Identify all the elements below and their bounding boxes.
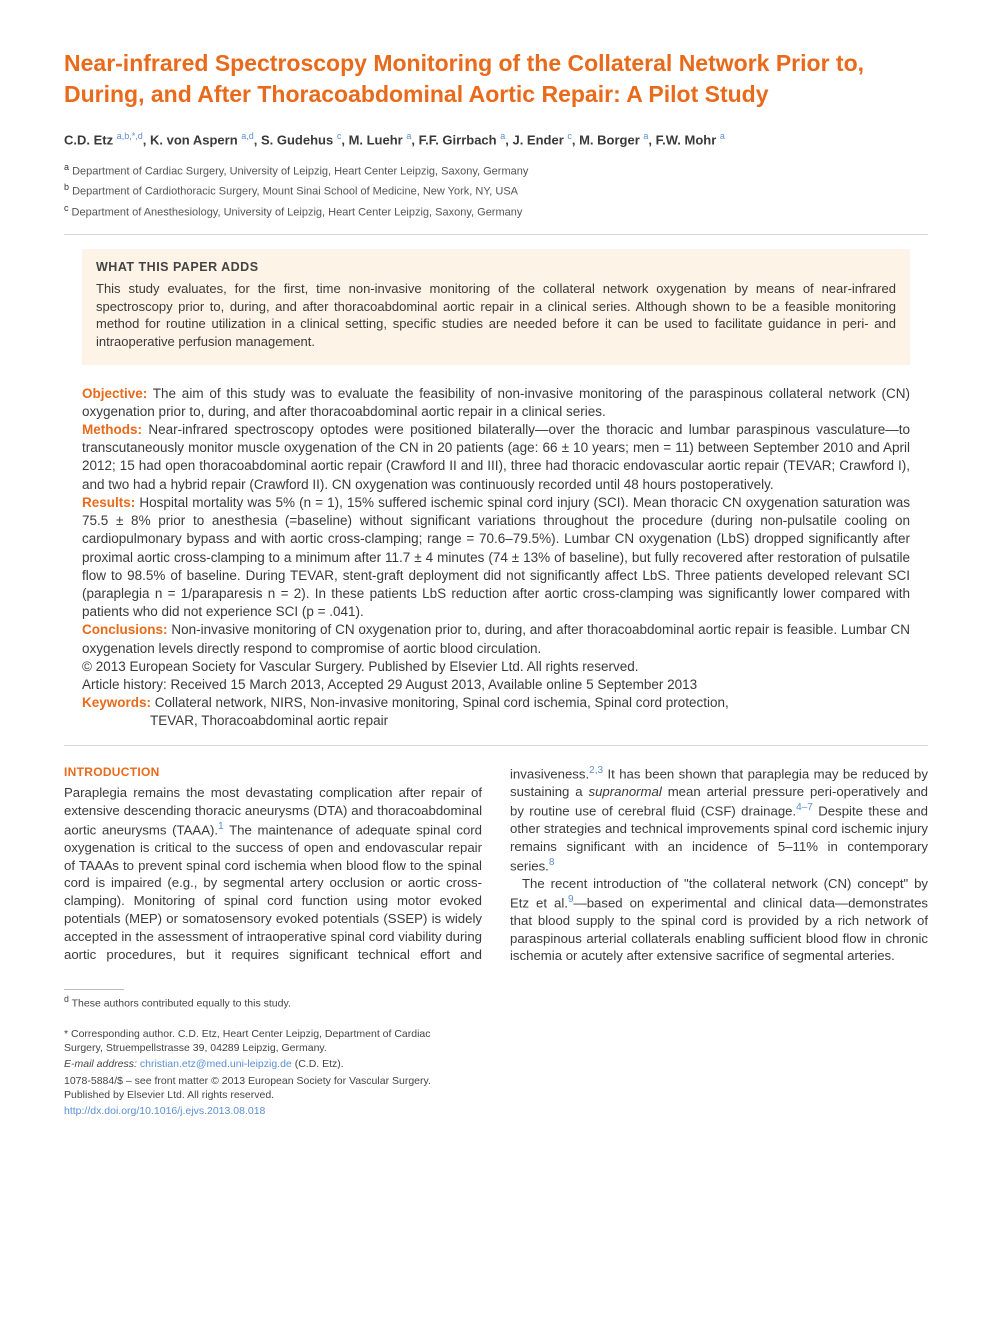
footnote-email: E-mail address: christian.etz@med.uni-le… bbox=[64, 1057, 461, 1071]
footnote-corresponding: * Corresponding author. C.D. Etz, Heart … bbox=[64, 1027, 461, 1055]
highlight-body: This study evaluates, for the first, tim… bbox=[96, 280, 896, 350]
methods-text: Near-infrared spectroscopy optodes were … bbox=[82, 422, 910, 492]
methods-label: Methods: bbox=[82, 422, 142, 437]
conclusions-text: Non-invasive monitoring of CN oxygenatio… bbox=[82, 622, 910, 655]
objective-label: Objective: bbox=[82, 386, 147, 401]
keywords-line1: Collateral network, NIRS, Non-invasive m… bbox=[151, 695, 729, 710]
article-history: Article history: Received 15 March 2013,… bbox=[82, 677, 697, 692]
highlight-title: WHAT THIS PAPER ADDS bbox=[96, 259, 896, 276]
authors-line: C.D. Etz a,b,*,d, K. von Aspern a,d, S. … bbox=[64, 130, 928, 149]
ref-2-3[interactable]: 2,3 bbox=[589, 765, 603, 776]
divider-top bbox=[64, 234, 928, 235]
email-tail: (C.D. Etz). bbox=[292, 1058, 344, 1070]
ref-4-7[interactable]: 4–7 bbox=[796, 802, 813, 813]
footnote-equal-text: These authors contributed equally to thi… bbox=[72, 998, 291, 1010]
divider-abstract bbox=[64, 745, 928, 746]
body-columns: INTRODUCTION Paraplegia remains the most… bbox=[64, 764, 928, 966]
highlight-box: WHAT THIS PAPER ADDS This study evaluate… bbox=[82, 249, 910, 364]
ref-8[interactable]: 8 bbox=[549, 857, 555, 868]
email-label: E-mail address: bbox=[64, 1058, 137, 1070]
intro-paragraph-2: The recent introduction of "the collater… bbox=[510, 875, 928, 965]
results-label: Results: bbox=[82, 495, 135, 510]
article-title: Near-infrared Spectroscopy Monitoring of… bbox=[64, 48, 928, 110]
affiliations: a Department of Cardiac Surgery, Univers… bbox=[64, 161, 928, 221]
intro-italic: supranormal bbox=[589, 784, 662, 799]
introduction-heading: INTRODUCTION bbox=[64, 764, 482, 780]
affiliation-line: c Department of Anesthesiology, Universi… bbox=[64, 202, 928, 221]
footnote-sup: d bbox=[64, 994, 69, 1004]
keywords-label: Keywords: bbox=[82, 695, 151, 710]
email-link[interactable]: christian.etz@med.uni-leipzig.de bbox=[140, 1058, 292, 1070]
copyright-text: © 2013 European Society for Vascular Sur… bbox=[82, 659, 638, 674]
footnote-issn: 1078-5884/$ – see front matter © 2013 Eu… bbox=[64, 1074, 461, 1102]
intro-text: —based on experimental and clinical data… bbox=[510, 895, 928, 963]
conclusions-label: Conclusions: bbox=[82, 622, 168, 637]
footnotes: d These authors contributed equally to t… bbox=[64, 989, 461, 1118]
footnote-equal: d These authors contributed equally to t… bbox=[64, 994, 461, 1011]
affiliation-line: b Department of Cardiothoracic Surgery, … bbox=[64, 181, 928, 200]
footnote-rule bbox=[64, 989, 124, 990]
keywords-line2: TEVAR, Thoracoabdominal aortic repair bbox=[82, 712, 910, 730]
objective-text: The aim of this study was to evaluate th… bbox=[82, 386, 910, 419]
affiliation-line: a Department of Cardiac Surgery, Univers… bbox=[64, 161, 928, 180]
results-text: Hospital mortality was 5% (n = 1), 15% s… bbox=[82, 495, 910, 619]
abstract: Objective: The aim of this study was to … bbox=[82, 385, 910, 731]
doi-link[interactable]: http://dx.doi.org/10.1016/j.ejvs.2013.08… bbox=[64, 1105, 265, 1117]
